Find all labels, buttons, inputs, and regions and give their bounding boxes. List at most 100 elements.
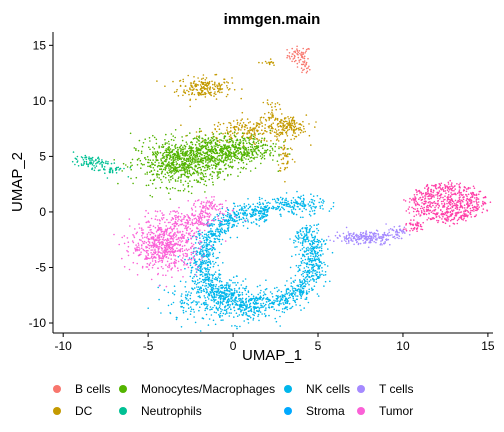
point — [301, 200, 303, 203]
point — [249, 212, 251, 215]
point — [310, 255, 312, 257]
point — [149, 257, 151, 260]
point — [101, 160, 104, 163]
point — [234, 298, 236, 300]
point — [294, 202, 296, 204]
point — [148, 231, 150, 234]
point — [205, 302, 207, 304]
point — [208, 148, 211, 151]
point — [161, 255, 164, 258]
point — [252, 210, 255, 213]
point — [200, 145, 203, 148]
point — [130, 168, 132, 171]
point — [229, 300, 231, 302]
point — [228, 216, 231, 219]
point — [292, 58, 295, 60]
point — [299, 269, 301, 272]
point — [236, 236, 239, 239]
point — [245, 287, 247, 290]
point — [142, 142, 145, 144]
point — [197, 295, 200, 298]
point — [179, 254, 181, 257]
point — [344, 237, 346, 240]
point — [308, 201, 311, 203]
point — [207, 234, 210, 236]
point — [304, 240, 307, 243]
point — [236, 138, 238, 141]
point — [250, 150, 253, 153]
point — [281, 133, 284, 135]
point — [241, 293, 244, 296]
point — [121, 257, 123, 260]
point — [260, 145, 262, 147]
point — [181, 247, 184, 250]
point — [211, 177, 213, 180]
point — [314, 126, 316, 128]
point — [195, 292, 198, 294]
point — [233, 146, 236, 149]
point — [249, 160, 251, 163]
point — [162, 161, 164, 163]
point — [271, 198, 274, 201]
point — [217, 294, 219, 297]
point — [313, 242, 315, 244]
point — [312, 246, 314, 248]
point — [297, 236, 300, 238]
point — [157, 159, 159, 162]
point — [288, 203, 290, 206]
point — [174, 172, 177, 174]
point — [307, 203, 310, 205]
point — [227, 82, 229, 84]
point — [275, 309, 278, 312]
point — [319, 207, 322, 209]
point — [299, 131, 302, 134]
point — [303, 57, 306, 60]
point — [232, 281, 234, 284]
point — [160, 227, 162, 229]
point — [163, 164, 165, 166]
point — [230, 226, 233, 229]
point — [205, 299, 207, 302]
point — [228, 315, 231, 317]
point — [261, 62, 264, 64]
point — [224, 293, 226, 296]
point — [211, 230, 214, 233]
point — [248, 141, 250, 144]
point — [179, 280, 182, 283]
point — [215, 152, 218, 155]
point — [199, 237, 201, 239]
point — [154, 210, 157, 212]
point — [229, 154, 231, 157]
point — [305, 283, 307, 285]
point — [194, 280, 196, 283]
point — [255, 208, 258, 211]
point — [306, 280, 308, 283]
point — [213, 88, 215, 91]
point — [167, 161, 170, 164]
point — [168, 169, 170, 171]
point — [209, 309, 211, 311]
point — [252, 221, 255, 223]
point — [182, 253, 184, 255]
point — [196, 250, 198, 252]
point — [232, 141, 234, 144]
point — [207, 165, 209, 168]
point — [216, 277, 219, 280]
point — [264, 199, 267, 202]
point — [294, 287, 297, 290]
point — [292, 295, 295, 298]
point — [205, 245, 208, 247]
point — [177, 152, 179, 154]
point — [239, 308, 241, 311]
point — [302, 290, 305, 292]
point — [242, 212, 244, 214]
point — [90, 157, 93, 160]
point — [231, 144, 233, 146]
point — [355, 234, 357, 237]
point — [308, 272, 311, 275]
point — [87, 165, 89, 168]
point — [104, 172, 106, 174]
point — [309, 224, 311, 227]
point — [295, 59, 297, 62]
point — [309, 247, 312, 249]
